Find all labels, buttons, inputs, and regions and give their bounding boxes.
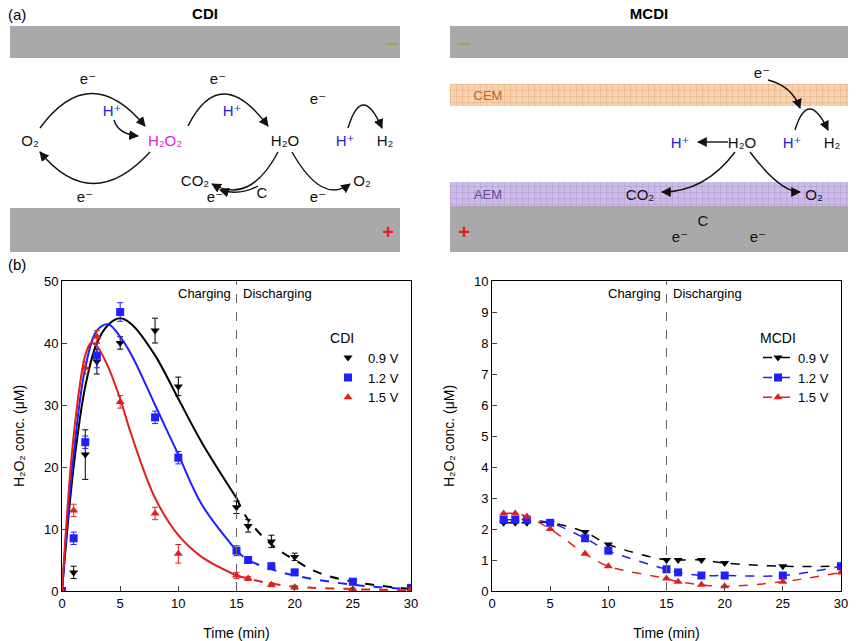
svg-text:Time (min): Time (min) bbox=[633, 625, 699, 641]
svg-text:40: 40 bbox=[44, 336, 58, 351]
svg-text:O₂: O₂ bbox=[353, 172, 371, 189]
svg-text:5: 5 bbox=[547, 596, 554, 611]
svg-text:20: 20 bbox=[44, 460, 58, 475]
svg-text:20: 20 bbox=[717, 596, 731, 611]
svg-text:7: 7 bbox=[481, 367, 488, 382]
svg-text:9: 9 bbox=[481, 305, 488, 320]
svg-text:3: 3 bbox=[481, 491, 488, 506]
svg-text:H⁺: H⁺ bbox=[223, 102, 242, 119]
svg-text:0: 0 bbox=[58, 596, 65, 611]
svg-text:25: 25 bbox=[776, 596, 790, 611]
svg-text:1.2 V: 1.2 V bbox=[368, 371, 399, 386]
svg-text:CEM: CEM bbox=[474, 88, 503, 103]
svg-text:2: 2 bbox=[481, 522, 488, 537]
svg-text:1: 1 bbox=[481, 553, 488, 568]
svg-text:e⁻: e⁻ bbox=[207, 188, 223, 205]
svg-text:CO₂: CO₂ bbox=[626, 186, 655, 203]
svg-text:6: 6 bbox=[481, 398, 488, 413]
svg-text:e⁻: e⁻ bbox=[672, 228, 688, 245]
svg-text:15: 15 bbox=[229, 596, 243, 611]
svg-text:10: 10 bbox=[44, 522, 58, 537]
svg-text:5: 5 bbox=[481, 429, 488, 444]
svg-text:e⁻: e⁻ bbox=[750, 228, 766, 245]
svg-text:CDI: CDI bbox=[330, 330, 354, 346]
svg-text:H₂: H₂ bbox=[377, 132, 394, 149]
svg-text:30: 30 bbox=[44, 398, 58, 413]
svg-text:e⁻: e⁻ bbox=[77, 188, 93, 205]
svg-text:Charging: Charging bbox=[608, 286, 661, 301]
svg-text:0: 0 bbox=[51, 584, 58, 599]
svg-text:1.5 V: 1.5 V bbox=[798, 390, 829, 405]
svg-text:10: 10 bbox=[474, 274, 488, 289]
svg-text:MCDI: MCDI bbox=[760, 330, 796, 346]
svg-text:H⁺: H⁺ bbox=[336, 132, 355, 149]
svg-text:0: 0 bbox=[481, 584, 488, 599]
svg-text:0.9 V: 0.9 V bbox=[798, 351, 829, 366]
svg-text:Discharging: Discharging bbox=[673, 286, 742, 301]
svg-text:Discharging: Discharging bbox=[243, 286, 312, 301]
svg-text:8: 8 bbox=[481, 336, 488, 351]
svg-text:15: 15 bbox=[659, 596, 673, 611]
svg-text:5: 5 bbox=[117, 596, 124, 611]
svg-text:C: C bbox=[698, 212, 709, 229]
svg-text:+: + bbox=[458, 221, 470, 243]
svg-text:−: − bbox=[386, 33, 398, 55]
svg-text:1.2 V: 1.2 V bbox=[798, 371, 829, 386]
svg-text:H₂O₂: H₂O₂ bbox=[148, 132, 182, 149]
svg-text:(a): (a) bbox=[8, 6, 26, 23]
svg-text:O₂: O₂ bbox=[805, 186, 823, 203]
svg-text:H₂O₂ conc. (μM): H₂O₂ conc. (μM) bbox=[11, 385, 27, 487]
svg-text:Charging: Charging bbox=[178, 286, 231, 301]
svg-text:0.9 V: 0.9 V bbox=[368, 351, 399, 366]
svg-text:H₂: H₂ bbox=[824, 134, 841, 151]
svg-text:H₂O: H₂O bbox=[271, 132, 299, 149]
svg-text:Time (min): Time (min) bbox=[203, 625, 269, 641]
svg-text:20: 20 bbox=[287, 596, 301, 611]
svg-text:CDI: CDI bbox=[192, 5, 218, 22]
svg-text:10: 10 bbox=[601, 596, 615, 611]
svg-text:1.5 V: 1.5 V bbox=[368, 390, 399, 405]
html-text:(b): (b) bbox=[8, 256, 27, 273]
svg-text:10: 10 bbox=[171, 596, 185, 611]
svg-text:0: 0 bbox=[488, 596, 495, 611]
svg-text:C: C bbox=[257, 184, 268, 201]
svg-text:e⁻: e⁻ bbox=[80, 70, 96, 87]
svg-text:e⁻: e⁻ bbox=[310, 90, 326, 107]
svg-text:25: 25 bbox=[346, 596, 360, 611]
svg-text:MCDI: MCDI bbox=[630, 5, 668, 22]
svg-text:−: − bbox=[458, 33, 470, 55]
svg-text:30: 30 bbox=[404, 596, 418, 611]
svg-text:H₂O₂ conc. (μM): H₂O₂ conc. (μM) bbox=[441, 385, 457, 487]
svg-text:e⁻: e⁻ bbox=[310, 188, 326, 205]
svg-text:O₂: O₂ bbox=[21, 132, 39, 149]
svg-text:H⁺: H⁺ bbox=[783, 134, 802, 151]
svg-text:+: + bbox=[382, 221, 394, 243]
svg-text:e⁻: e⁻ bbox=[210, 70, 226, 87]
svg-text:AEM: AEM bbox=[474, 187, 502, 202]
svg-text:4: 4 bbox=[481, 460, 488, 475]
svg-text:H⁺: H⁺ bbox=[103, 102, 122, 119]
svg-text:50: 50 bbox=[44, 274, 58, 289]
svg-text:CO₂: CO₂ bbox=[181, 172, 210, 189]
svg-text:H₂O: H₂O bbox=[728, 134, 756, 151]
svg-text:H⁺: H⁺ bbox=[671, 134, 690, 151]
svg-text:e⁻: e⁻ bbox=[754, 64, 770, 81]
svg-text:30: 30 bbox=[834, 596, 848, 611]
